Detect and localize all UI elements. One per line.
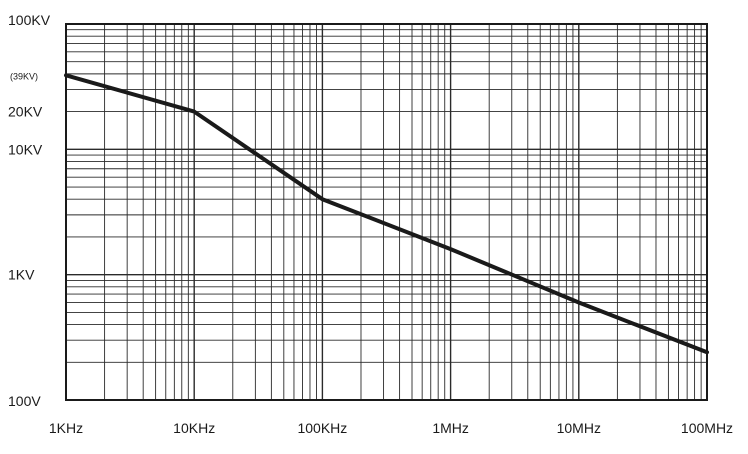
x-tick-label: 1MHz <box>432 420 469 436</box>
y-tick-label: 100V <box>8 393 41 409</box>
x-tick-label: 100KHz <box>297 420 347 436</box>
y-tick-label: 1KV <box>8 267 35 283</box>
y-tick-label: 10KV <box>8 141 43 157</box>
x-tick-label: 1KHz <box>49 420 83 436</box>
x-axis-tick-labels: 1KHz 10KHz 100KHz 1MHz 10MHz 100MHz <box>49 420 733 436</box>
y-tick-label: 100KV <box>8 12 51 28</box>
y-tick-label: 20KV <box>8 104 43 120</box>
series-layer <box>64 73 709 355</box>
grid <box>66 24 707 400</box>
y-axis-tick-labels: 100KV (39KV) 20KV 10KV 1KV 100V <box>8 12 51 409</box>
x-tick-label: 100MHz <box>681 420 733 436</box>
plot-frame <box>65 23 708 401</box>
series-line <box>64 73 709 355</box>
x-tick-label: 10KHz <box>173 420 215 436</box>
x-tick-label: 10MHz <box>557 420 601 436</box>
y-tick-label: (39KV) <box>10 71 38 81</box>
